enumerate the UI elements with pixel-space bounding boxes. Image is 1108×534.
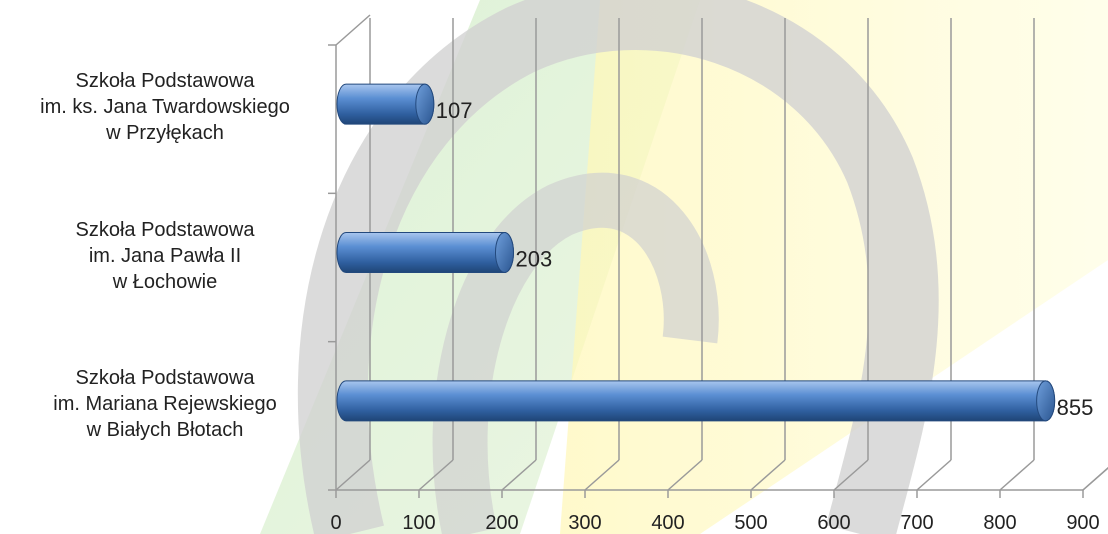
category-label-line: Szkoła Podstawowa <box>75 70 255 93</box>
x-tick-label: 0 <box>330 512 341 534</box>
category-label: Szkoła Podstawowa im. ks. Jana Twardowski… <box>0 68 330 146</box>
floor-edge <box>1082 466 1108 491</box>
category-label-line: w Łochowie <box>112 270 218 293</box>
floor-gridline <box>999 459 1035 491</box>
floor-gridline <box>335 459 371 491</box>
category-label-line: Szkoła Podstawowa <box>75 366 255 389</box>
category-label-line: Szkoła Podstawowa <box>75 218 255 241</box>
bar-end-cap <box>494 232 514 273</box>
bar <box>336 380 1056 422</box>
floor-gridline <box>750 459 786 491</box>
bar-end-cap <box>1036 380 1056 422</box>
x-tick-label: 900 <box>1066 512 1099 534</box>
bar-body <box>336 232 514 273</box>
data-labels: 107 203 855 <box>436 98 1094 420</box>
x-tick-labels: 0 100 200 300 400 500 600 700 800 900 <box>330 512 1099 534</box>
x-tick-label: 400 <box>651 512 684 534</box>
bar <box>336 232 514 273</box>
axes <box>328 14 1108 498</box>
bars <box>336 83 1056 422</box>
floor-gridline <box>584 459 620 491</box>
data-label: 203 <box>515 247 552 272</box>
category-label-line: im. ks. Jana Twardowskiego <box>40 96 290 119</box>
data-label: 855 <box>1057 395 1094 420</box>
left-wall-edge <box>335 14 371 46</box>
bar <box>336 83 435 125</box>
bar-body <box>336 380 1056 422</box>
category-label: Szkoła Podstawowa im. Jana Pawła II w Łoch… <box>0 217 330 295</box>
x-tick-label: 800 <box>983 512 1016 534</box>
category-label-line: im. Jana Pawła II <box>88 244 242 267</box>
floor-gridline <box>833 459 869 491</box>
floor-gridline <box>1082 466 1108 491</box>
bar-end-cap <box>415 83 435 125</box>
floor-gridline <box>667 459 703 491</box>
floor-gridline <box>501 459 537 491</box>
x-tick-label: 600 <box>817 512 850 534</box>
x-tick-label: 700 <box>900 512 933 534</box>
floor-gridline <box>418 459 454 491</box>
category-label-line: w Białych Błotach <box>86 418 244 441</box>
x-tick-label: 300 <box>568 512 601 534</box>
data-label: 107 <box>436 98 473 123</box>
floor-gridline <box>916 459 952 491</box>
x-tick-label: 100 <box>402 512 435 534</box>
x-tick-label: 500 <box>734 512 767 534</box>
x-tick-label: 200 <box>485 512 518 534</box>
category-label-line: im. Mariana Rejewskiego <box>53 392 277 415</box>
category-label-line: w Przyłękach <box>106 122 224 145</box>
category-label: Szkoła Podstawowa im. Mariana Rejewskiego… <box>0 365 330 443</box>
